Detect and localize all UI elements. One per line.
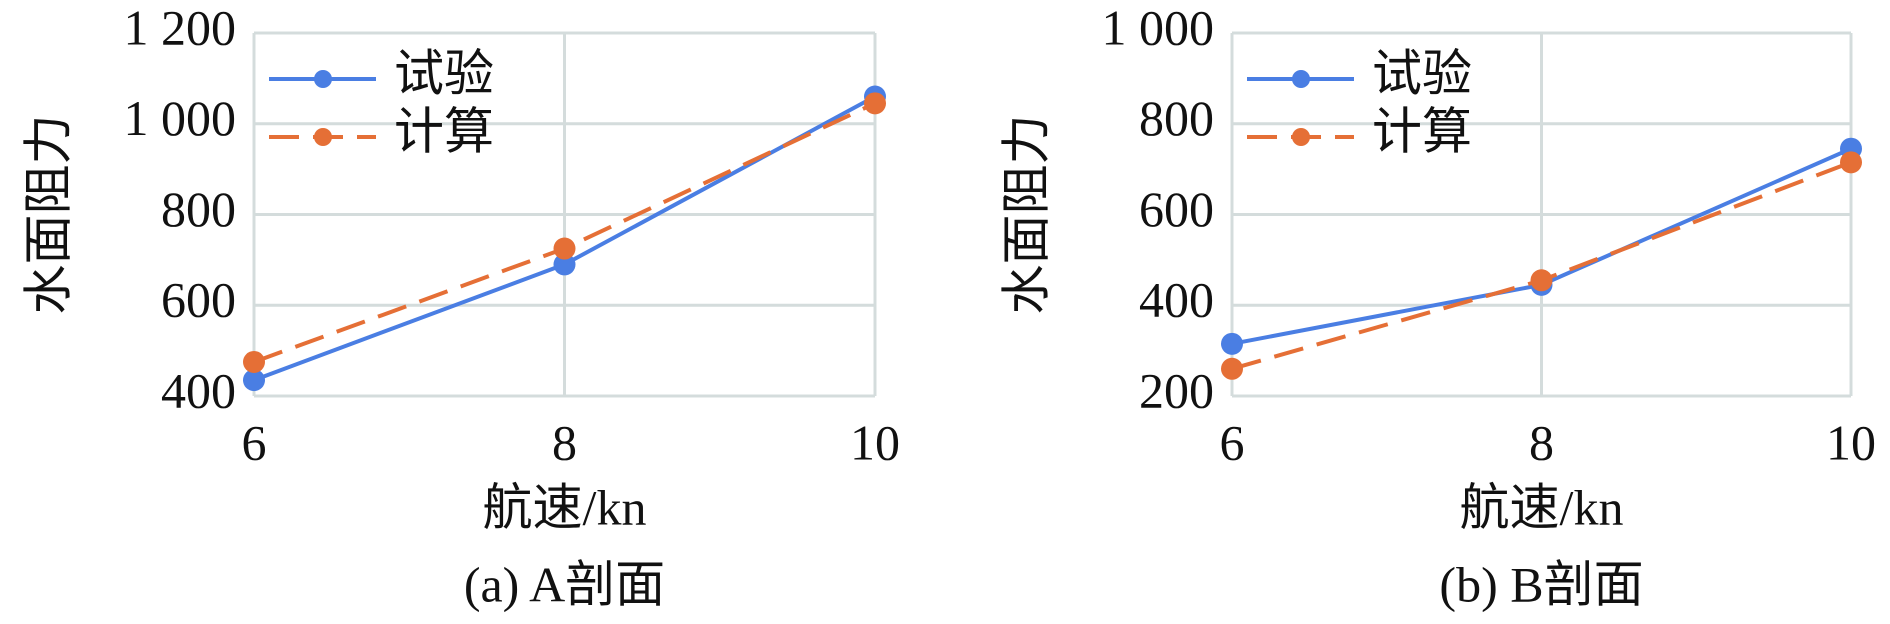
x-axis-title: 航速/kn xyxy=(1460,479,1624,535)
legend-marker xyxy=(314,70,332,88)
legend-marker xyxy=(1292,128,1310,146)
y-tick-label: 200 xyxy=(1139,362,1214,418)
y-tick-label: 600 xyxy=(1139,181,1214,237)
x-tick-label: 6 xyxy=(242,414,267,470)
legend-label: 计算 xyxy=(394,103,494,159)
data-point xyxy=(1530,269,1553,292)
legend-label: 计算 xyxy=(1372,103,1472,159)
y-tick-label: 400 xyxy=(1139,272,1214,328)
y-tick-label: 400 xyxy=(161,362,236,418)
caption: (b) B剖面 xyxy=(1439,556,1643,612)
legend-label: 试验 xyxy=(394,45,494,101)
data-point xyxy=(553,253,576,276)
data-point xyxy=(243,350,265,373)
legend-marker xyxy=(314,128,332,146)
x-tick-label: 8 xyxy=(552,414,577,470)
data-point xyxy=(1221,332,1243,355)
data-point xyxy=(864,92,886,115)
y-tick-label: 1 000 xyxy=(1102,0,1215,55)
y-tick-label: 1 000 xyxy=(124,90,237,146)
x-tick-label: 10 xyxy=(1826,414,1876,470)
data-point xyxy=(553,237,576,260)
data-point xyxy=(1221,357,1243,380)
x-tick-label: 6 xyxy=(1220,414,1245,470)
x-tick-label: 10 xyxy=(850,414,900,470)
y-axis-title: 水面阻力 xyxy=(998,115,1054,315)
legend-marker xyxy=(1292,70,1310,88)
y-tick-label: 1 200 xyxy=(124,0,237,55)
x-axis-title: 航速/kn xyxy=(483,479,647,535)
data-point xyxy=(243,369,265,392)
y-tick-label: 800 xyxy=(1139,90,1214,146)
y-axis-title: 水面阻力 xyxy=(20,115,76,315)
caption: (a) A剖面 xyxy=(464,556,665,612)
y-tick-label: 800 xyxy=(161,181,236,237)
legend-label: 试验 xyxy=(1372,45,1472,101)
y-tick-label: 600 xyxy=(161,272,236,328)
x-tick-label: 8 xyxy=(1529,414,1554,470)
data-point xyxy=(1840,151,1862,174)
